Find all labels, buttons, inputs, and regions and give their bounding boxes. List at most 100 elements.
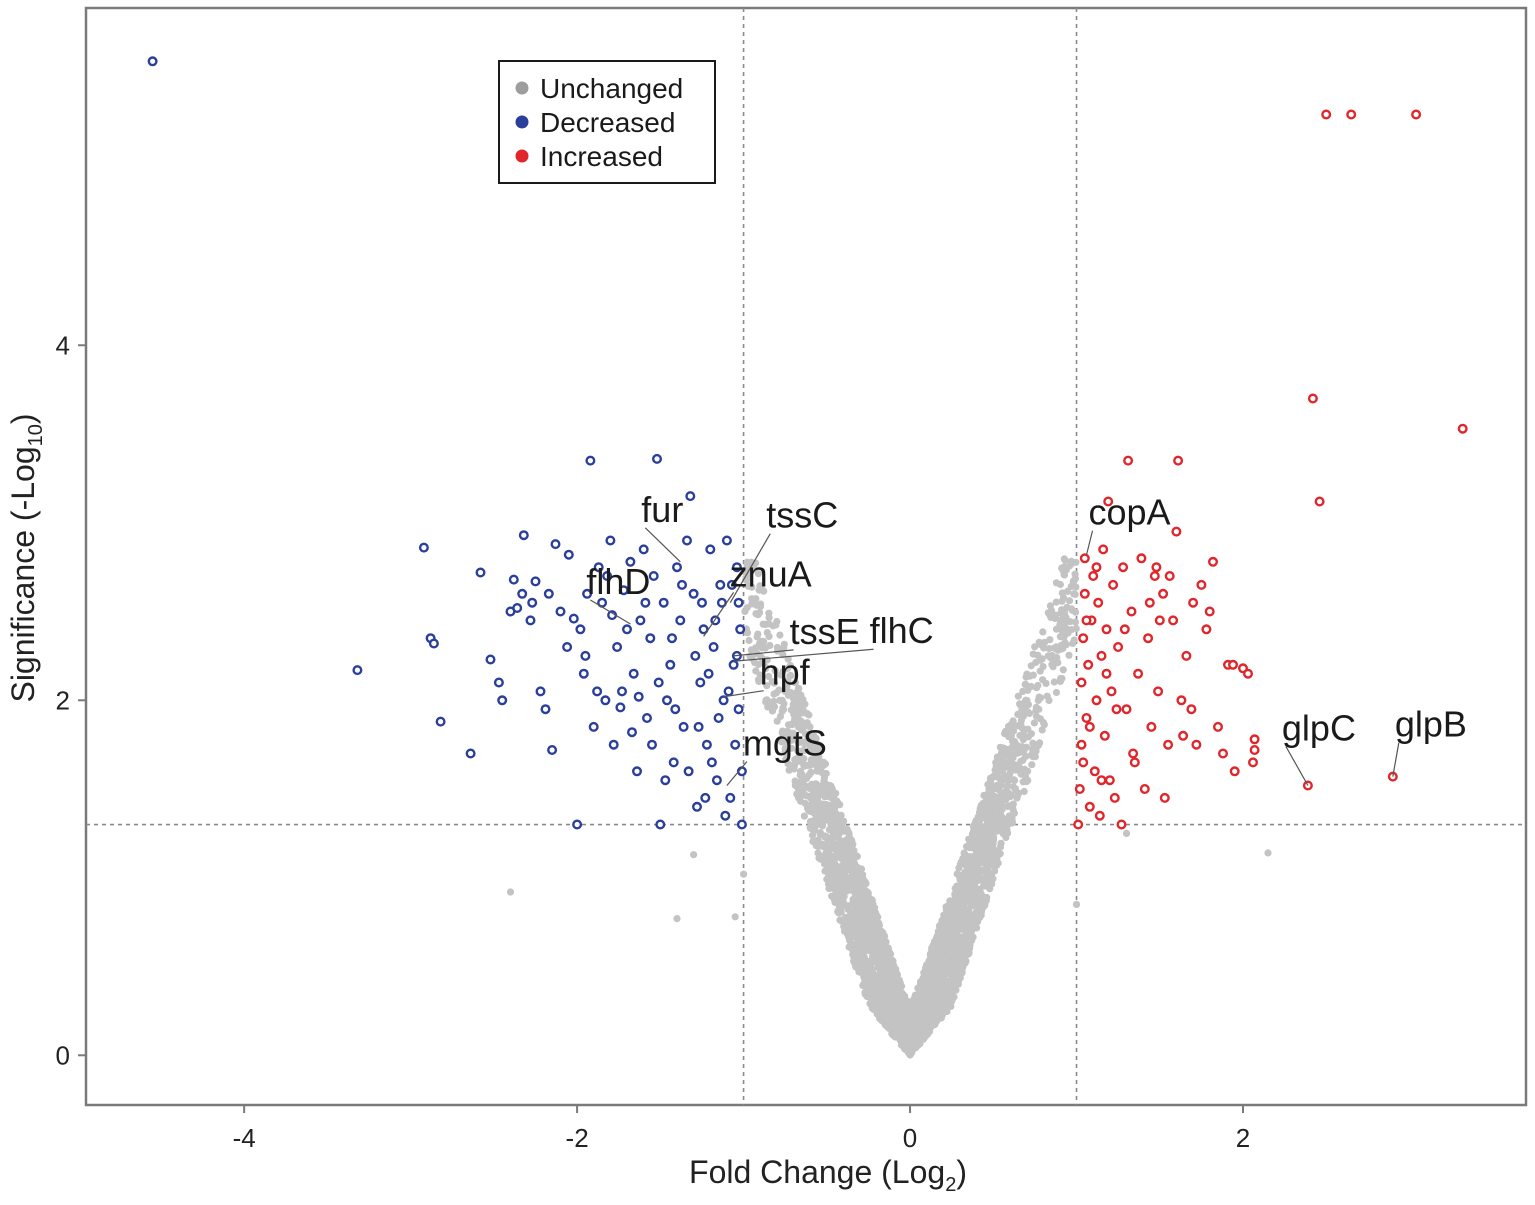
increased-point (1457, 423, 1468, 434)
unchanged-point (856, 931, 864, 939)
unchanged-point (743, 572, 751, 580)
decreased-point (543, 588, 554, 599)
unchanged-point (816, 816, 824, 824)
unchanged-point (969, 933, 977, 941)
unchanged-point (1040, 721, 1048, 729)
unchanged-point (805, 711, 813, 719)
unchanged-point (1052, 688, 1060, 697)
increased-point (1118, 562, 1129, 573)
unchanged-point (855, 875, 864, 883)
unchanged-point (1043, 692, 1051, 700)
unchanged-point (953, 882, 961, 890)
unchanged-point (1056, 677, 1064, 686)
decreased-point (693, 721, 704, 732)
unchanged-point (1032, 703, 1040, 712)
unchanged-point (1056, 580, 1064, 589)
decreased-point (692, 801, 703, 812)
unchanged-point (769, 707, 777, 715)
decreased-point (632, 766, 643, 777)
increased-point (1121, 704, 1132, 715)
unchanged-point (869, 899, 877, 908)
unchanged-point (808, 831, 817, 839)
unchanged-point (859, 957, 867, 965)
decreased-point (575, 624, 586, 635)
decreased-point (615, 702, 626, 713)
unchanged-point (804, 806, 813, 814)
decreased-point (497, 695, 508, 706)
unchanged-point (776, 712, 785, 721)
unchanged-point (1065, 562, 1074, 570)
unchanged-point (911, 1030, 920, 1038)
unchanged-point (1018, 767, 1027, 775)
threshold-lines (86, 8, 1526, 1105)
decreased-point (612, 642, 623, 653)
unchanged-point (992, 861, 1001, 870)
unchanged-point (921, 996, 929, 1005)
decreased-point (518, 530, 529, 541)
unchanged-point (744, 581, 752, 590)
increased-point (1196, 579, 1207, 590)
unchanged-point (803, 774, 811, 783)
unchanged-point (853, 852, 861, 861)
decreased-point (648, 571, 659, 582)
unchanged-point (816, 852, 824, 860)
unchanged-point (847, 873, 855, 881)
unchanged-point (962, 944, 970, 952)
gene-leader-line (733, 648, 874, 662)
increased-point (1229, 766, 1240, 777)
increased-point (1096, 775, 1107, 786)
unchanged-point (955, 872, 964, 880)
unchanged-point (876, 936, 885, 944)
increased-point (1307, 393, 1318, 404)
decreased-point (635, 615, 646, 626)
increased-point (1109, 792, 1120, 803)
legend-label-decreased: Decreased (540, 107, 675, 138)
decreased-point (527, 597, 538, 608)
increased-point (1151, 562, 1162, 573)
unchanged-point (862, 879, 870, 888)
unchanged-point (806, 723, 814, 731)
unchanged-point (889, 1020, 897, 1028)
unchanged-point (827, 810, 835, 818)
unchanged-point (1071, 570, 1079, 578)
decreased-point (668, 757, 679, 768)
unchanged-point (804, 730, 812, 738)
unchanged-point (765, 620, 773, 628)
unchanged-point (1024, 701, 1032, 709)
increased-point (1227, 659, 1238, 670)
unchanged-point (972, 915, 981, 923)
decreased-point (525, 615, 536, 626)
unchanged-point (945, 901, 953, 909)
unchanged-point (1003, 815, 1011, 823)
decreased-point (568, 613, 579, 624)
unchanged-point (1062, 615, 1070, 623)
unchanged-point (790, 701, 799, 709)
decreased-point (618, 585, 629, 596)
unchanged-point (942, 913, 950, 921)
unchanged-point (1038, 655, 1046, 663)
unchanged-point (1031, 643, 1039, 651)
unchanged-point (829, 861, 837, 869)
unchanged-point (795, 684, 803, 692)
increased-point (1302, 780, 1313, 791)
gene-leader-line (644, 527, 681, 563)
decreased-point (602, 571, 613, 582)
unchanged-point (943, 1007, 951, 1016)
unchanged-point (743, 558, 751, 566)
unchanged-point (830, 885, 838, 893)
decreased-point (547, 745, 558, 756)
unchanged-point (1006, 802, 1014, 810)
unchanged-point (1059, 629, 1067, 637)
increased-point (1074, 784, 1085, 795)
legend: Unchanged Decreased Increased (498, 60, 716, 184)
unchanged-point (843, 825, 851, 833)
unchanged-point (954, 980, 962, 988)
unchanged-point (754, 570, 763, 578)
unchanged-point (936, 949, 944, 957)
unchanged-point (971, 884, 979, 892)
unchanged-point (981, 867, 990, 875)
unchanged-point (958, 969, 966, 977)
increased-point (1123, 455, 1134, 466)
gene-label-glpC: glpC (1282, 707, 1356, 748)
